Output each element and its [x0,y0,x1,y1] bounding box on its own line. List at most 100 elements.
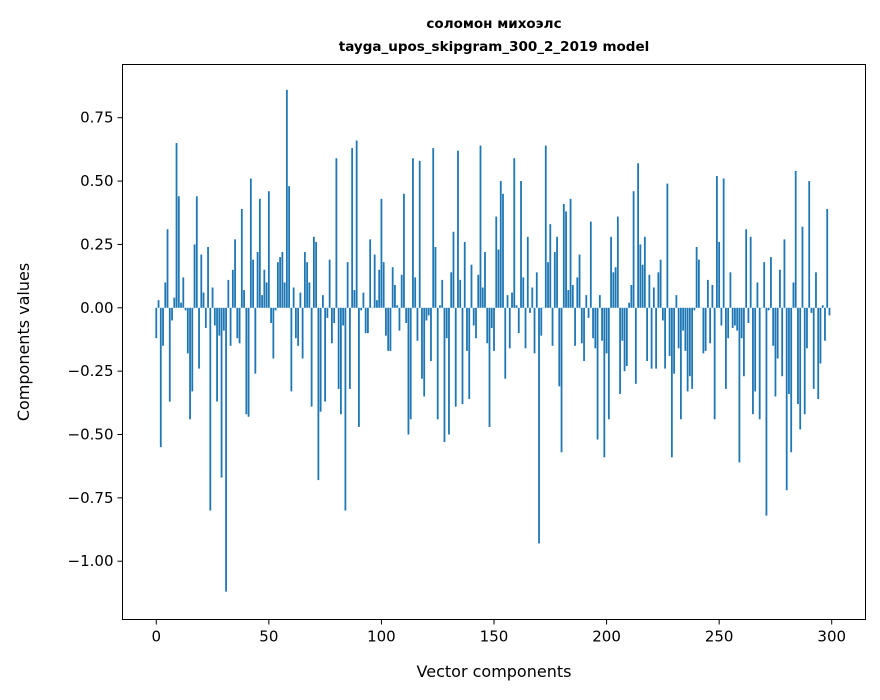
bar [628,303,630,308]
bar [293,288,295,308]
bar [534,308,536,354]
bar [730,272,732,307]
bar [263,270,265,308]
bar [432,148,434,308]
bar [421,308,423,379]
x-axis-label: Vector components [417,662,572,681]
bar [572,285,574,308]
bar [290,308,292,392]
bar [254,308,256,374]
bar [799,308,801,430]
x-tick-label: 200 [592,628,621,646]
bar [502,194,504,308]
bar [491,308,493,328]
bar [448,308,450,435]
bar [207,247,209,308]
bar [784,239,786,307]
bar [243,290,245,308]
bar [480,146,482,308]
bar [288,186,290,308]
bar [531,288,533,308]
bar [513,158,515,308]
bar [574,308,576,346]
bar [540,308,542,336]
bar [822,305,824,308]
bar [549,224,551,308]
bar [171,308,173,321]
bar [351,148,353,308]
bar [218,308,220,336]
bar [786,308,788,490]
bar [745,229,747,308]
bar [545,146,547,308]
bar [536,272,538,307]
bar [176,143,178,308]
bar [597,308,599,440]
bar [408,308,410,435]
bar [284,282,286,307]
bar [678,308,680,349]
bar [214,308,216,326]
bar [642,265,644,308]
bar [160,308,162,447]
bar [666,184,668,308]
bar [360,308,362,311]
bar [462,308,464,404]
bar [657,272,659,307]
bar [493,308,495,351]
bar [673,308,675,374]
bar [711,285,713,308]
bar [221,308,223,478]
bar [311,308,313,407]
bar [516,305,518,308]
bar [806,308,808,349]
bar [511,293,513,308]
bar [732,308,734,328]
bar [205,308,207,328]
bar [752,308,754,414]
bar [507,295,509,308]
chart-title: соломон михоэлс [426,16,561,32]
bar [412,158,414,308]
bar [279,257,281,308]
bar [178,196,180,308]
y-tick-label: 0.50 [80,172,113,190]
bar [387,308,389,351]
bar [606,308,608,354]
bar [772,308,774,346]
bar [489,308,491,427]
bar [624,308,626,371]
bar [651,308,653,369]
bar [500,181,502,308]
bar [349,308,351,389]
bar [552,308,554,346]
bar [610,237,612,308]
bar [164,282,166,307]
bar [374,255,376,308]
bar [727,308,729,338]
bar [167,229,169,308]
bar [446,308,448,338]
bar [563,204,565,308]
bar [648,275,650,308]
bar [522,277,524,307]
bar [626,308,628,366]
bar [567,290,569,308]
bar [820,308,822,364]
x-tick-label: 250 [705,628,734,646]
bar [335,158,337,308]
y-tick-label: 0.25 [80,235,113,253]
bar [477,275,479,308]
bar [209,308,211,511]
bar [592,308,594,338]
bar [754,308,756,392]
bar [191,308,193,392]
y-tick-label: −1.00 [68,552,114,570]
x-tick-label: 50 [259,628,278,646]
bar [277,262,279,308]
bar [399,308,401,331]
bar [459,280,461,308]
bar [565,211,567,307]
bar [687,308,689,392]
bar [453,232,455,308]
